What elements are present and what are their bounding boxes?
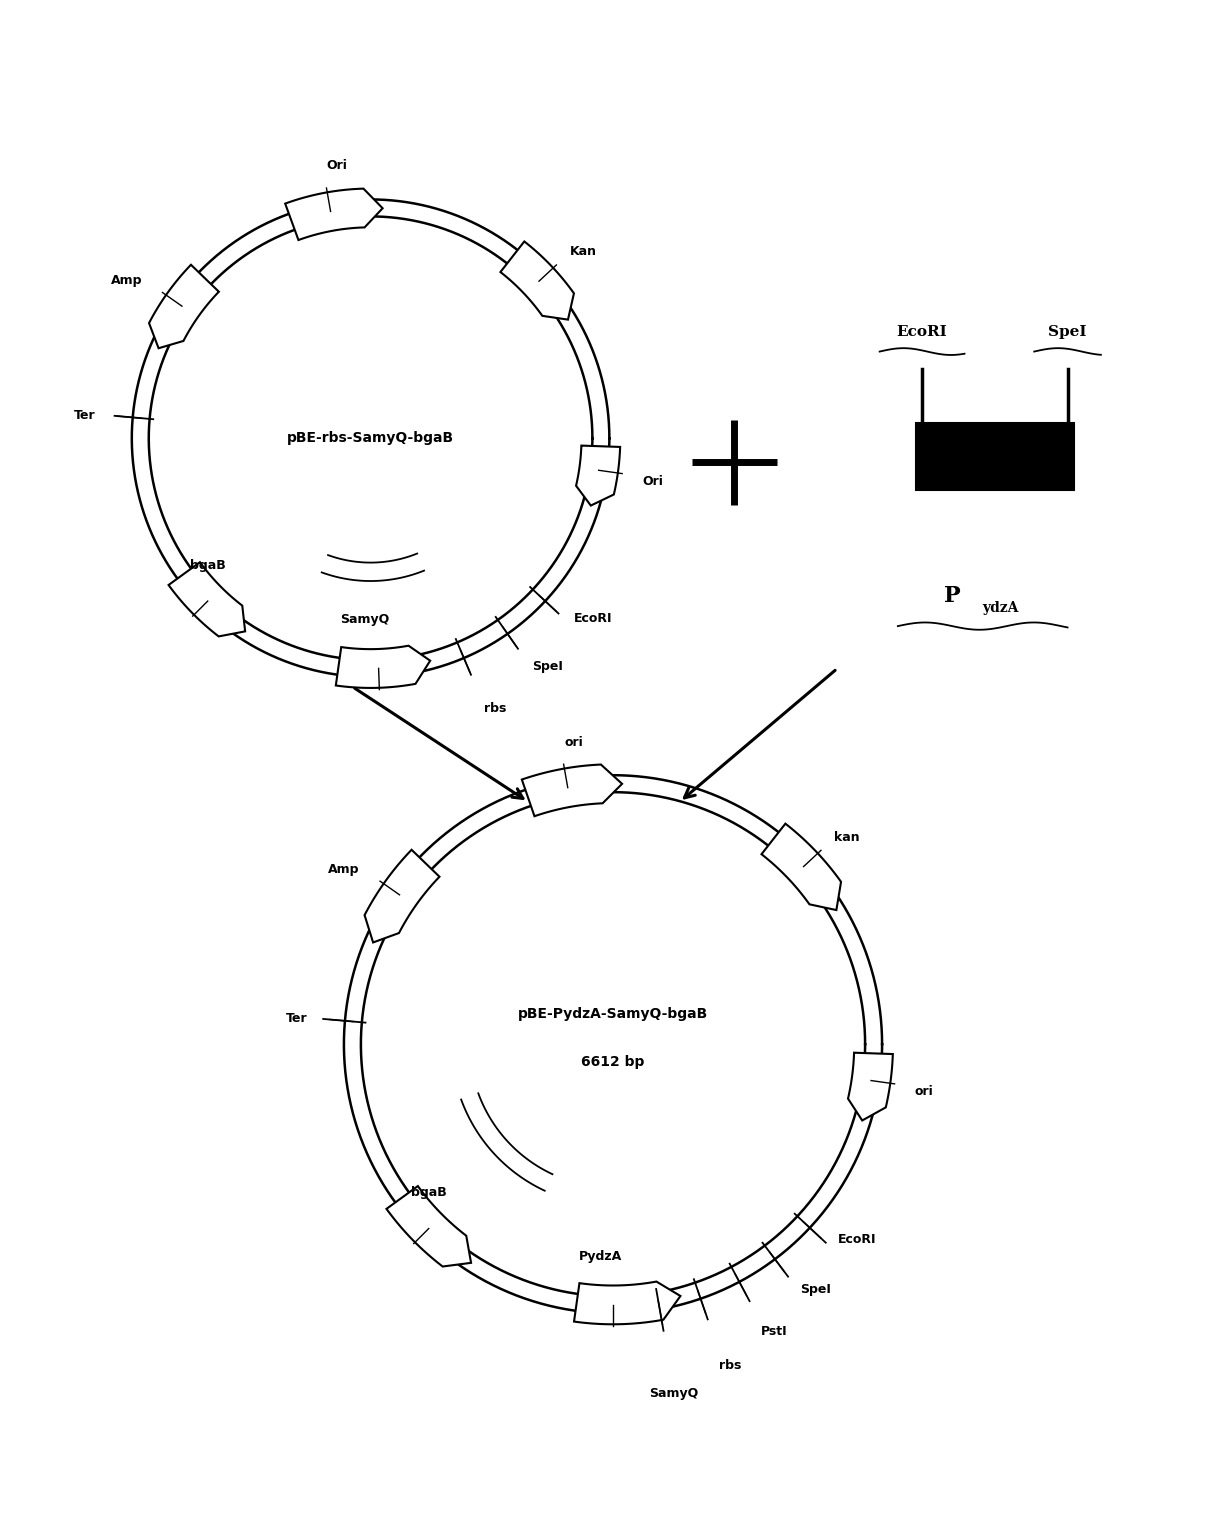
Polygon shape (522, 764, 622, 816)
Text: kan: kan (835, 831, 861, 844)
Text: Amp: Amp (329, 863, 359, 876)
Text: 6612 bp: 6612 bp (581, 1055, 645, 1070)
Polygon shape (150, 265, 219, 348)
Text: rbs: rbs (483, 701, 506, 715)
Polygon shape (364, 850, 439, 943)
Text: Kan: Kan (570, 245, 597, 259)
Polygon shape (761, 824, 841, 909)
Polygon shape (848, 1053, 893, 1121)
Text: PstI: PstI (761, 1324, 787, 1338)
Text: ori: ori (915, 1085, 933, 1098)
Text: pBE-PydzA-SamyQ-bgaB: pBE-PydzA-SamyQ-bgaB (517, 1007, 709, 1021)
Text: P: P (944, 585, 961, 606)
Text: Ori: Ori (642, 475, 663, 487)
Polygon shape (574, 1281, 680, 1324)
Text: PydzA: PydzA (579, 1249, 623, 1263)
Text: Ter: Ter (286, 1012, 308, 1026)
Text: EcoRI: EcoRI (574, 612, 612, 625)
Polygon shape (286, 188, 383, 240)
Bar (916, 423, 1074, 490)
Text: SpeI: SpeI (799, 1283, 831, 1295)
Text: SamyQ: SamyQ (341, 614, 390, 626)
Polygon shape (336, 646, 430, 687)
Polygon shape (168, 562, 245, 637)
Text: SpeI: SpeI (1048, 326, 1086, 340)
Text: SpeI: SpeI (532, 660, 563, 674)
Text: EcoRI: EcoRI (896, 326, 948, 340)
Text: Ter: Ter (74, 409, 96, 421)
Text: bgaB: bgaB (190, 559, 226, 571)
Polygon shape (576, 446, 620, 505)
Text: Amp: Amp (110, 274, 142, 288)
Polygon shape (386, 1187, 471, 1266)
Text: ydzA: ydzA (983, 602, 1019, 615)
Polygon shape (500, 242, 574, 320)
Text: bgaB: bgaB (411, 1187, 446, 1199)
Text: pBE-rbs-SamyQ-bgaB: pBE-rbs-SamyQ-bgaB (287, 432, 454, 446)
Text: rbs: rbs (718, 1358, 741, 1372)
Text: ori: ori (565, 735, 584, 749)
Text: EcoRI: EcoRI (839, 1232, 877, 1246)
Text: SamyQ: SamyQ (650, 1387, 699, 1401)
Text: Ori: Ori (326, 159, 347, 173)
